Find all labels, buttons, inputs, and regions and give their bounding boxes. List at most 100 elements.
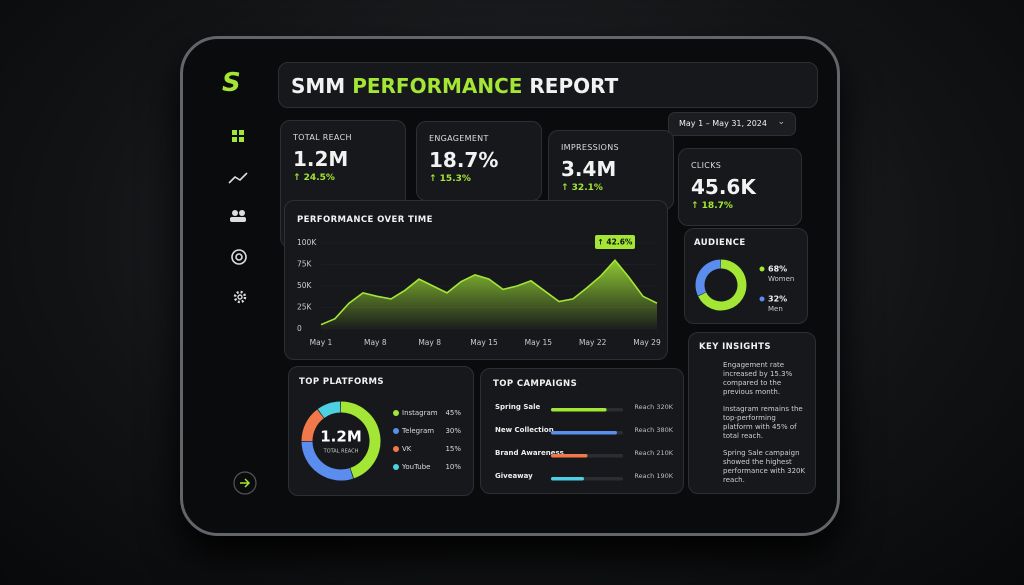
- settings-icon[interactable]: [233, 290, 247, 304]
- kpi-label: IMPRESSIONS: [561, 143, 619, 152]
- performance-card: PERFORMANCE OVER TIME 0 25K 50K 75K 100K May …: [284, 200, 668, 360]
- kpi-change: ↑ 15.3%: [429, 174, 471, 184]
- value-label: 32%: [768, 295, 787, 304]
- donut-segment: [695, 259, 722, 296]
- value-label: Reach 190K: [634, 472, 673, 480]
- value-label: Reach 210K: [634, 449, 673, 457]
- campaign-name: New Collection: [495, 426, 554, 434]
- legend-label: VK: [402, 445, 412, 453]
- insight-text: Engagement rate increased by 15.3% compa…: [723, 361, 793, 396]
- legend-dot: [393, 410, 399, 416]
- kpi-label: CLICKS: [691, 161, 722, 170]
- card-title: AUDIENCE: [694, 238, 746, 248]
- legend-label: Men: [768, 305, 783, 313]
- value-label: Reach 380K: [634, 426, 673, 434]
- legend-dot: [759, 266, 765, 272]
- legend-label: Instagram: [402, 409, 438, 417]
- date-range: May 1 – May 31, 2024: [679, 119, 767, 128]
- kpi-label: TOTAL REACH: [293, 133, 352, 142]
- sidebar-icons: [228, 130, 248, 304]
- platforms-card: TOP PLATFORMS 1.2M TOTAL REACH Instagram 45…: [288, 366, 474, 496]
- value-label: 68%: [768, 265, 787, 274]
- insights-card: KEY INSIGHTS Engagement rate increased b…: [688, 332, 816, 494]
- card-title: KEY INSIGHTS: [699, 342, 771, 352]
- target-icon[interactable]: [231, 249, 247, 265]
- legend-dot: [759, 296, 765, 302]
- page-title: SMM PERFORMANCE REPORT: [291, 74, 618, 98]
- kpi-value: 18.7%: [429, 148, 499, 172]
- date-range-dropdown[interactable]: May 1 – May 31, 2024 ⌄: [668, 112, 796, 136]
- logout-button[interactable]: [232, 470, 258, 496]
- campaign-name: Spring Sale: [495, 403, 540, 411]
- title-suffix: REPORT: [529, 74, 619, 98]
- legend-dot: [393, 464, 399, 470]
- y-tick-label: 100K: [297, 238, 317, 247]
- bar: [551, 408, 607, 412]
- donut-segment: [340, 401, 381, 479]
- legend-label: Women: [768, 275, 794, 283]
- x-tick-label: May 22: [579, 338, 607, 347]
- analytics-icon[interactable]: [228, 172, 248, 184]
- x-tick-label: May 8: [418, 338, 441, 347]
- y-tick-label: 25K: [297, 303, 313, 312]
- campaigns-chart: Spring Sale Reach 320K New Collection Reach…: [495, 403, 674, 481]
- value-label: 15%: [445, 445, 461, 453]
- kpi-value: 3.4M: [561, 157, 617, 181]
- donut-segment: [317, 401, 341, 419]
- dropdown-caret: ⌄: [777, 117, 785, 127]
- value-label: Reach 320K: [634, 403, 673, 411]
- title-highlight: PERFORMANCE: [352, 74, 523, 98]
- audience-icon[interactable]: [230, 210, 246, 222]
- title-prefix: SMM: [291, 74, 346, 98]
- legend-label: Telegram: [401, 427, 434, 435]
- card-title: TOP CAMPAIGNS: [493, 379, 578, 389]
- value-label: 10%: [445, 463, 461, 471]
- kpi-value: 45.6K: [691, 175, 756, 199]
- annotation-box: [595, 235, 635, 249]
- insight-text: Instagram remains the top-performing pla…: [723, 405, 803, 440]
- value-label: 45%: [445, 409, 461, 417]
- platforms-chart: 1.2M TOTAL REACH Instagram 45% Telegram 30% VK…: [301, 401, 461, 481]
- y-tick-label: 75K: [297, 260, 313, 269]
- area: [321, 260, 657, 329]
- y-tick-label: 50K: [297, 281, 313, 290]
- legend-dot: [393, 428, 399, 434]
- bar: [551, 454, 588, 458]
- value-label: 30%: [445, 427, 461, 435]
- legend-dot: [393, 446, 399, 452]
- kpi-card: IMPRESSIONS 3.4M ↑ 32.1%: [548, 130, 674, 210]
- card-title: TOP PLATFORMS: [299, 377, 384, 387]
- donut-segment: [698, 259, 747, 311]
- donut-segment: [301, 409, 325, 442]
- kpi-change: ↑ 24.5%: [293, 173, 335, 183]
- kpi-card: CLICKS 45.6K ↑ 18.7%: [678, 148, 802, 226]
- center-label: TOTAL REACH: [323, 449, 359, 455]
- bar: [551, 431, 617, 435]
- kpi-change: ↑ 32.1%: [561, 183, 603, 193]
- annotation: ↑ 42.6%: [598, 238, 633, 247]
- campaigns-card: TOP CAMPAIGNS Spring Sale Reach 320K New C…: [480, 368, 684, 494]
- legend-label: YouTube: [401, 463, 430, 471]
- x-tick-label: May 15: [525, 338, 553, 347]
- campaign-name: Brand Awareness: [495, 449, 564, 457]
- line: [320, 258, 658, 326]
- brand-logo[interactable]: S: [222, 68, 241, 98]
- kpi-value: 1.2M: [293, 147, 349, 171]
- audience-chart: 68%Women 32%Men: [695, 259, 794, 313]
- x-tick-label: May 1: [310, 338, 333, 347]
- dashboard-icon[interactable]: [232, 130, 244, 142]
- x-tick-label: May 8: [364, 338, 387, 347]
- bar: [551, 477, 584, 481]
- card-title: PERFORMANCE OVER TIME: [297, 215, 433, 225]
- kpi-card: ENGAGEMENT 18.7% ↑ 15.3%: [416, 121, 542, 201]
- performance-chart: 0 25K 50K 75K 100K May 1 May 8 May 8 May 15 May 1…: [297, 235, 661, 347]
- kpi-change: ↑ 18.7%: [691, 201, 733, 211]
- x-tick-label: May 29: [633, 338, 661, 347]
- center-value: 1.2M: [320, 428, 362, 446]
- x-tick-label: May 15: [470, 338, 498, 347]
- donut-segment: [301, 441, 354, 481]
- insight-text: Spring Sale campaign showed the highest …: [723, 449, 806, 484]
- audience-card: AUDIENCE 68% Women 32% Men: [684, 228, 808, 324]
- campaign-name: Giveaway: [495, 472, 533, 480]
